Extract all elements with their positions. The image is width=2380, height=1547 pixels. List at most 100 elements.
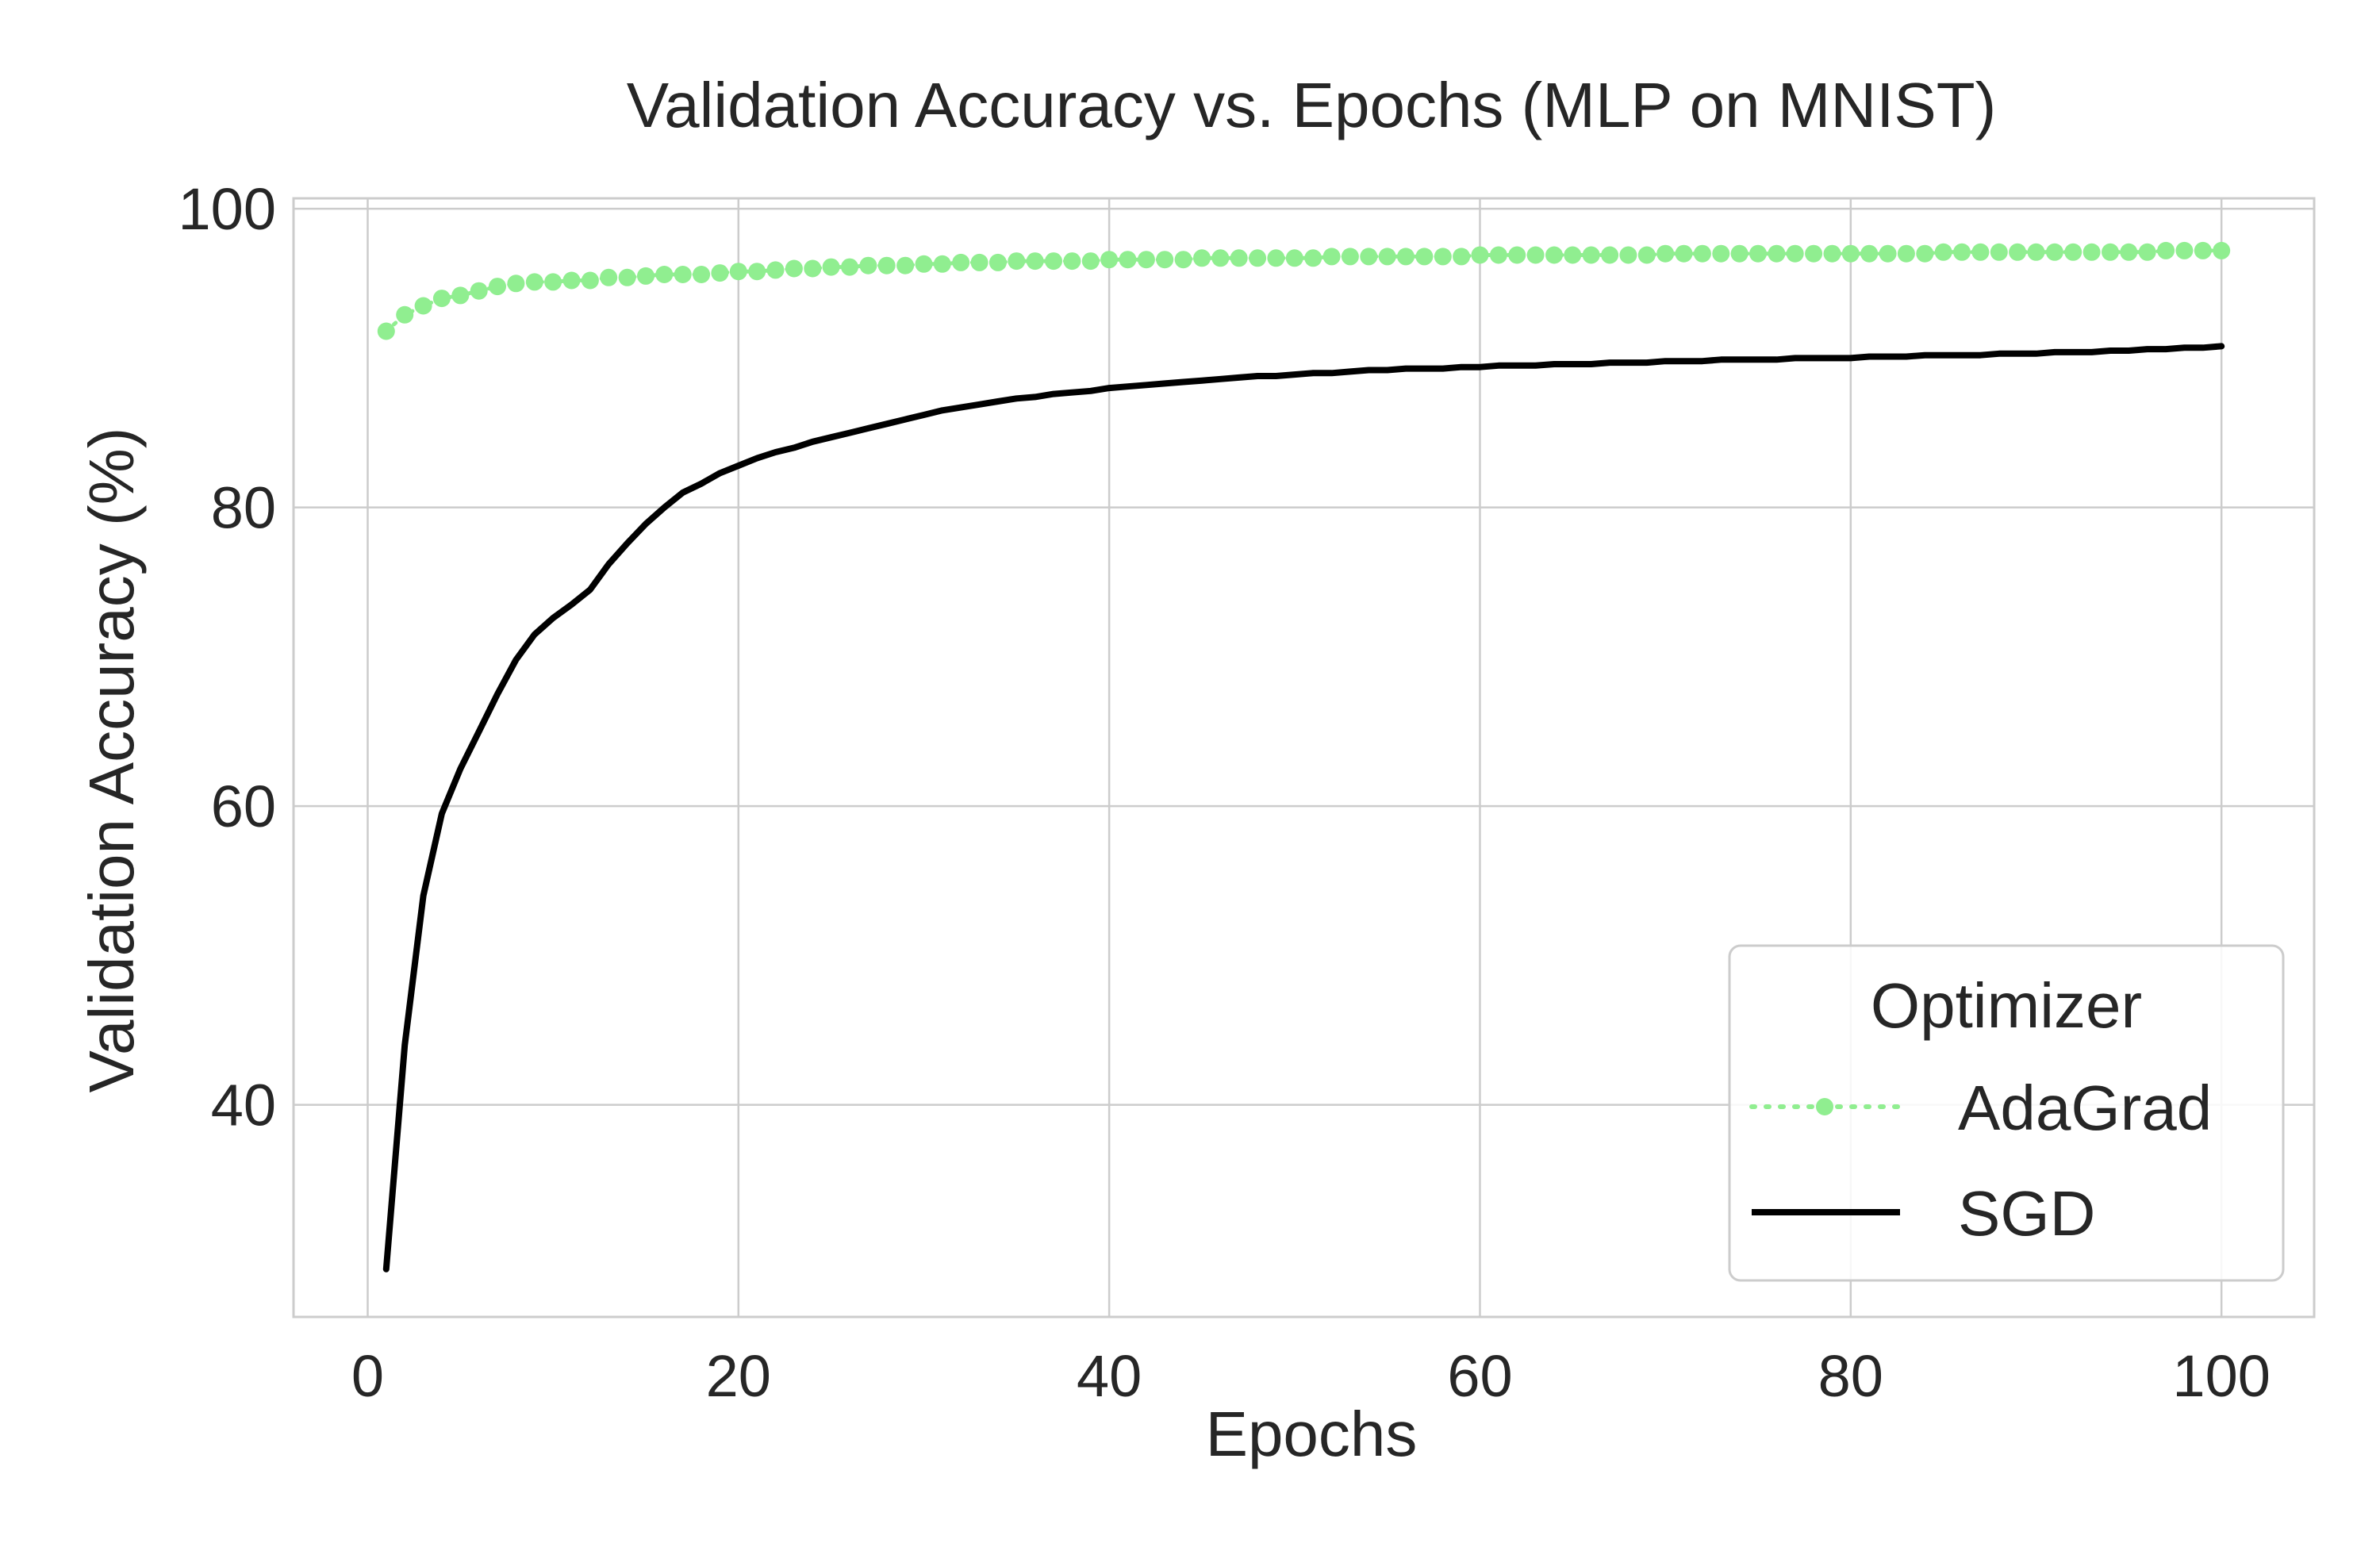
adagrad-point: [1471, 246, 1489, 264]
adagrad-point: [1100, 251, 1119, 269]
legend-box: [1728, 944, 2285, 1282]
adagrad-point: [1119, 251, 1137, 269]
x-tick-label: 20: [706, 1343, 771, 1409]
adagrad-point: [1916, 244, 1934, 263]
legend-title: Optimizer: [1871, 970, 2142, 1041]
adagrad-point: [2157, 241, 2175, 259]
adagrad-point: [655, 266, 674, 283]
adagrad-point: [489, 278, 506, 296]
legend-adagrad-marker: [1816, 1098, 1833, 1115]
adagrad-point: [804, 259, 822, 278]
adagrad-point: [988, 253, 1007, 271]
adagrad-point: [1508, 246, 1526, 264]
adagrad-point: [1953, 243, 1971, 261]
adagrad-point: [1285, 249, 1303, 267]
adagrad-point: [1081, 252, 1100, 271]
adagrad-point: [600, 268, 618, 286]
adagrad-point: [896, 256, 915, 274]
adagrad-point: [859, 256, 877, 274]
plot-frame: [292, 197, 2316, 1319]
legend: Optimizer AdaGrad SGD: [1728, 944, 2285, 1282]
adagrad-point: [1360, 248, 1378, 266]
adagrad-point: [1971, 243, 1990, 261]
x-tick-label: 0: [351, 1343, 384, 1409]
adagrad-point: [2027, 243, 2045, 261]
adagrad-point: [970, 253, 988, 271]
adagrad-point: [2194, 241, 2212, 259]
adagrad-point: [2175, 241, 2194, 259]
adagrad-point: [1026, 252, 1044, 271]
plot-area: [292, 197, 2316, 1319]
adagrad-point: [1730, 244, 1749, 263]
adagrad-point: [507, 274, 525, 293]
adagrad-point: [544, 273, 562, 291]
adagrad-point: [1879, 244, 1897, 263]
adagrad-point: [1267, 249, 1285, 267]
series-layer: [377, 241, 2231, 1273]
adagrad-point: [1045, 252, 1062, 271]
adagrad-point: [822, 258, 840, 276]
adagrad-point: [1934, 243, 1952, 261]
adagrad-point: [1656, 244, 1675, 263]
adagrad-point: [1712, 244, 1730, 263]
adagrad-point: [1378, 248, 1396, 266]
adagrad-point: [2082, 243, 2101, 261]
adagrad-point: [748, 263, 766, 281]
adagrad-point: [1841, 244, 1860, 263]
adagrad-point: [1693, 244, 1711, 263]
y-tick-label: 60: [211, 774, 276, 839]
adagrad-point: [1860, 244, 1879, 263]
adagrad-point: [1823, 244, 1841, 263]
adagrad-point: [1526, 246, 1545, 264]
adagrad-point: [396, 305, 414, 324]
legend-adagrad-label: AdaGrad: [1958, 1073, 2212, 1143]
adagrad-point: [1582, 246, 1600, 264]
y-tick-label: 100: [178, 176, 276, 242]
adagrad-point: [1008, 252, 1026, 271]
adagrad-point: [1601, 246, 1619, 264]
series-line-sgd: [382, 343, 2225, 1273]
adagrad-point: [2009, 243, 2027, 261]
adagrad-point: [1397, 248, 1415, 266]
adagrad-point: [674, 266, 692, 283]
adagrad-point: [470, 282, 488, 300]
series-line-adagrad: [384, 248, 2224, 333]
adagrad-point: [1137, 251, 1155, 269]
x-tick-label: 80: [1818, 1343, 1883, 1409]
adagrad-point: [1619, 246, 1637, 264]
y-tick-label: 40: [211, 1073, 276, 1138]
adagrad-point: [618, 268, 636, 286]
adagrad-point: [2138, 243, 2156, 261]
legend-sgd-label: SGD: [1958, 1178, 2095, 1249]
adagrad-point: [1322, 248, 1341, 266]
grid-lines: [294, 198, 2314, 1317]
adagrad-point: [1786, 244, 1804, 263]
x-tick-label: 60: [1447, 1343, 1512, 1409]
adagrad-point: [1489, 246, 1507, 264]
adagrad-point: [1249, 249, 1267, 267]
adagrad-point: [1545, 246, 1563, 264]
adagrad-point: [933, 255, 951, 273]
adagrad-point: [414, 297, 432, 315]
adagrad-point: [377, 322, 395, 340]
adagrad-point: [1897, 244, 1915, 263]
adagrad-point: [1211, 249, 1230, 267]
adagrad-point: [525, 273, 543, 291]
adagrad-point: [1637, 246, 1656, 264]
adagrad-point: [729, 263, 747, 281]
adagrad-point: [2045, 243, 2063, 261]
adagrad-point: [693, 266, 711, 283]
adagrad-point: [1341, 248, 1359, 266]
y-tick-label: 80: [211, 475, 276, 541]
adagrad-point: [915, 255, 933, 273]
x-axis-ticks: 0 20 40 60 80 100: [351, 1343, 2271, 1409]
adagrad-point: [1749, 244, 1767, 263]
x-tick-label: 40: [1077, 1343, 1142, 1409]
adagrad-point: [1193, 249, 1211, 267]
adagrad-point: [1990, 243, 2008, 261]
adagrad-point: [1174, 251, 1192, 269]
y-axis-label: Validation Accuracy (%): [76, 428, 147, 1093]
adagrad-point: [766, 261, 785, 279]
